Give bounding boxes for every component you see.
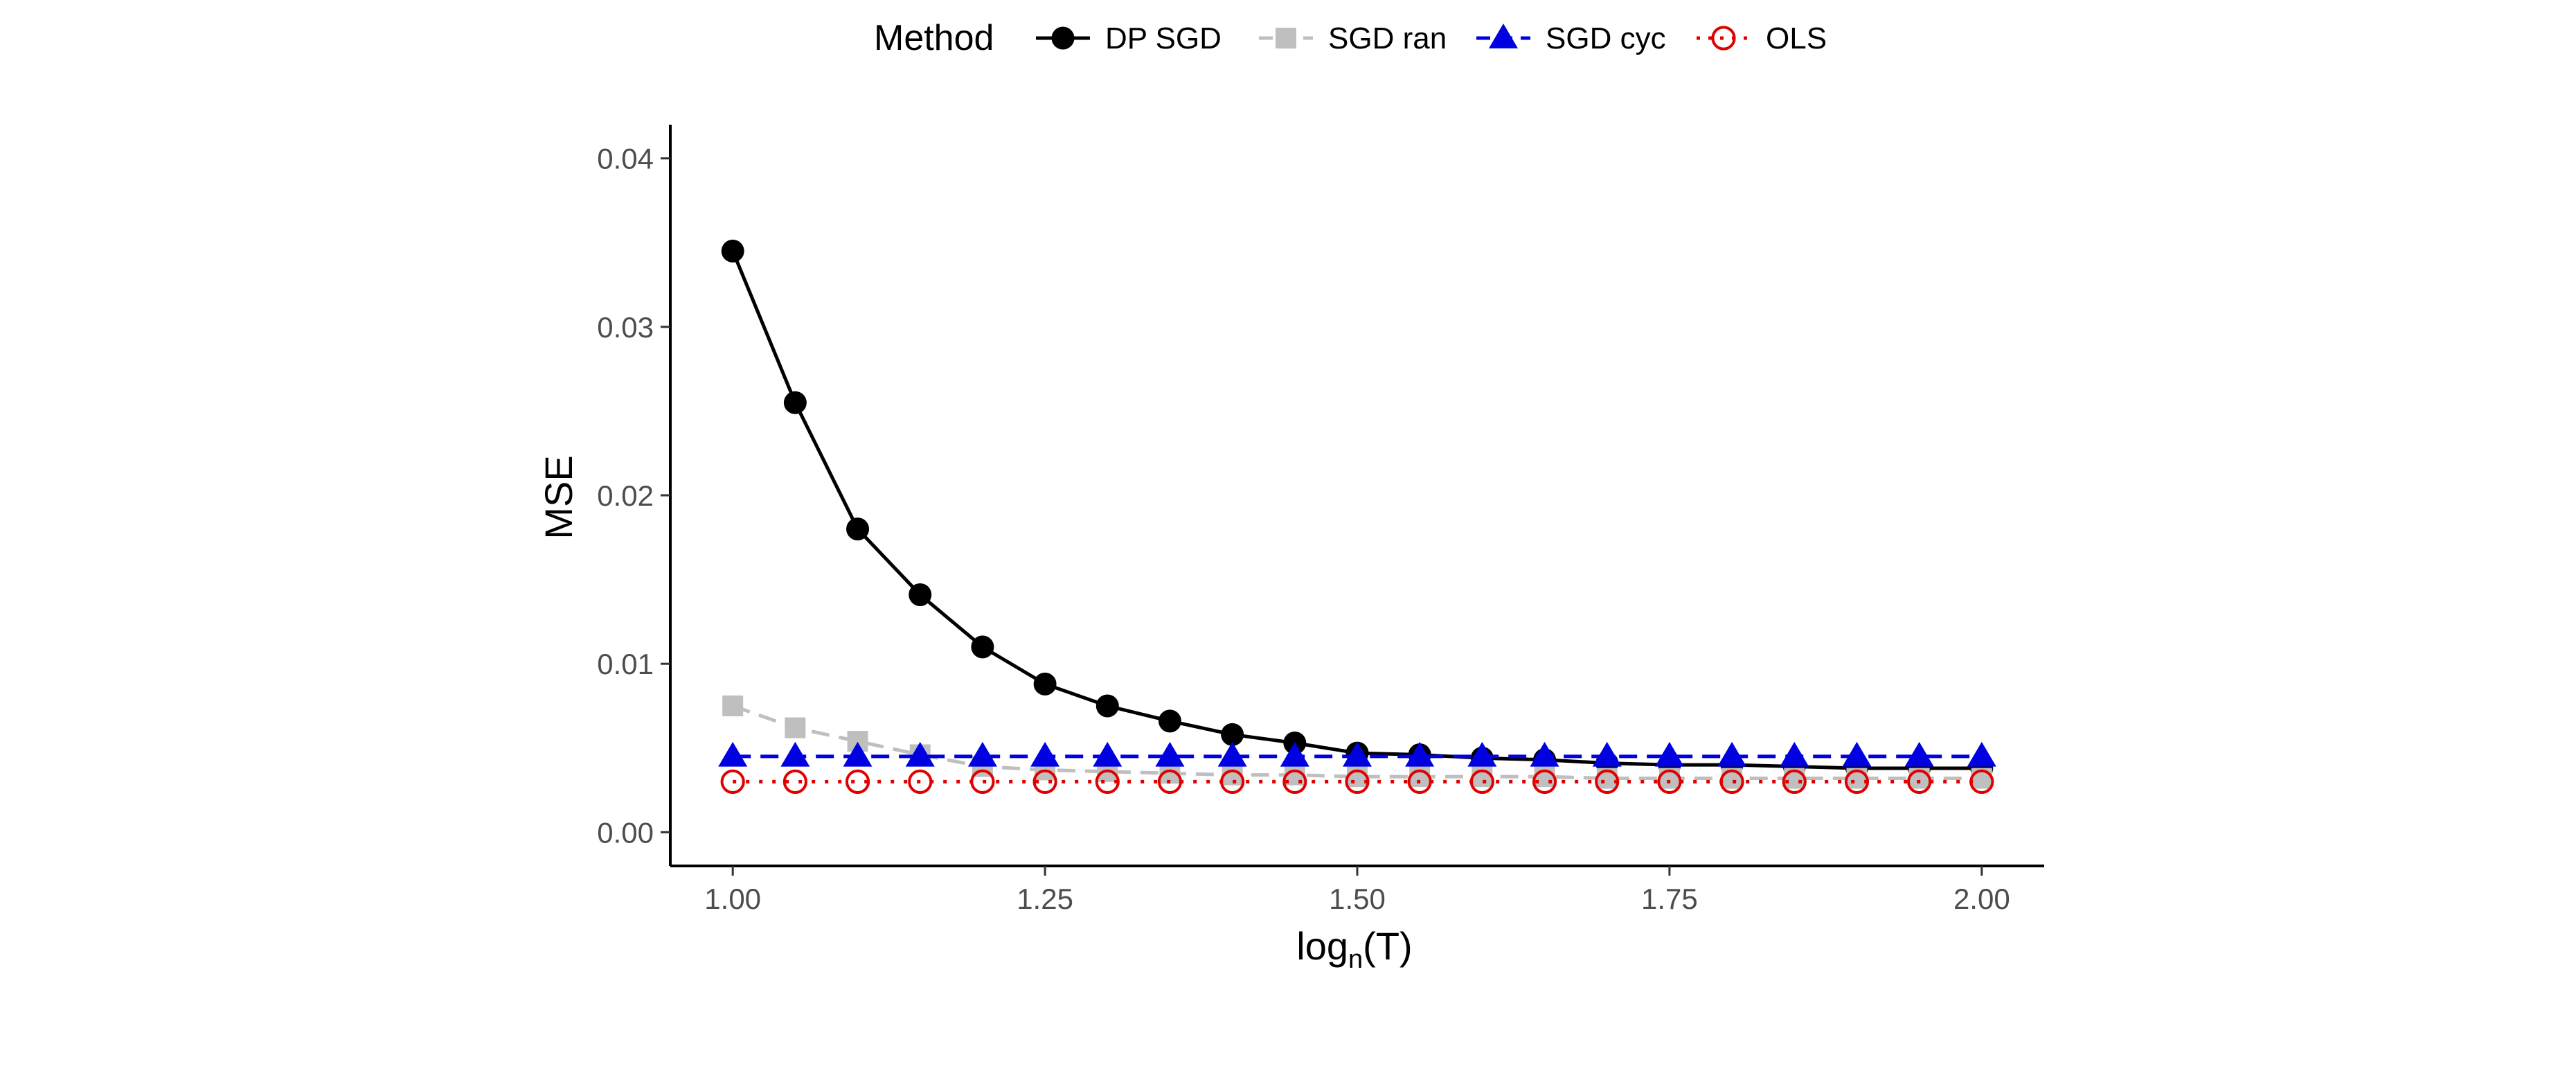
- data-point: [970, 769, 995, 795]
- data-point: [1033, 672, 1057, 696]
- x-axis-title-tail: (T): [1363, 924, 1413, 968]
- data-point: [722, 695, 744, 716]
- legend-label: SGD ran: [1328, 21, 1447, 55]
- data-point: [1654, 741, 1684, 767]
- data-point: [718, 741, 748, 767]
- series-layer: [718, 239, 1996, 795]
- x-axis-title: logn(T): [1296, 924, 1412, 974]
- x-tick-label: 1.25: [1017, 883, 1073, 915]
- data-point: [1530, 741, 1559, 767]
- data-point: [1095, 769, 1120, 795]
- data-point: [1032, 769, 1057, 795]
- data-point: [783, 391, 807, 414]
- data-point: [1280, 741, 1309, 767]
- x-tick-label: 1.75: [1641, 883, 1698, 915]
- x-tick-label: 2.00: [1953, 883, 2010, 915]
- data-point: [908, 769, 933, 795]
- data-point: [1407, 769, 1432, 795]
- y-axis-title: MSE: [537, 455, 580, 539]
- legend-item: DP SGD: [1036, 21, 1222, 55]
- plot-area: 1.00 1.25 1.50 1.75 2.00 0.000.010.020.030.0…: [597, 125, 2044, 915]
- data-point: [1782, 769, 1807, 795]
- data-point: [1030, 741, 1060, 767]
- series-ols: [720, 769, 1994, 795]
- legend-label: OLS: [1766, 21, 1827, 55]
- data-point: [1405, 741, 1435, 767]
- legend-key-marker: [1489, 24, 1518, 48]
- legend-item: SGD ran: [1259, 21, 1447, 55]
- data-point: [1969, 769, 1994, 795]
- data-point: [843, 741, 873, 767]
- data-point: [1409, 766, 1431, 788]
- data-point: [1534, 766, 1555, 788]
- legend-title: Method: [874, 18, 994, 58]
- legend-item: SGD cyc: [1476, 21, 1666, 55]
- data-point: [1343, 741, 1372, 767]
- data-point: [780, 741, 810, 767]
- data-point: [785, 717, 806, 738]
- y-tick-label: 0.04: [597, 143, 654, 175]
- data-point: [1282, 769, 1307, 795]
- data-point: [1093, 741, 1122, 767]
- y-tick-label: 0.00: [597, 816, 654, 849]
- data-point: [1469, 769, 1494, 795]
- x-axis-title-base: log: [1296, 924, 1348, 968]
- data-point: [1347, 766, 1368, 788]
- data-point: [1217, 741, 1247, 767]
- series-line: [731, 250, 1982, 770]
- data-point: [1220, 769, 1245, 795]
- legend-key-marker: [1711, 26, 1736, 51]
- data-point: [967, 741, 997, 767]
- y-tick-label: 0.01: [597, 648, 654, 680]
- data-point: [720, 769, 745, 795]
- data-point: [1844, 769, 1870, 795]
- data-point: [1842, 741, 1872, 767]
- x-tick-label: 1.50: [1329, 883, 1386, 915]
- y-tick-label: 0.03: [597, 311, 654, 344]
- data-point: [1472, 766, 1493, 788]
- series-dp-sgd: [721, 239, 1994, 780]
- data-point: [846, 517, 870, 541]
- legend-item: OLS: [1697, 21, 1827, 55]
- data-point: [1967, 741, 1996, 767]
- y-axis-ticks: 0.00 0.01 0.02 0.03 0.04: [597, 143, 670, 849]
- data-point: [1719, 769, 1744, 795]
- data-point: [1221, 723, 1244, 746]
- legend: Method DP SGD SGD ran SGD cyc OLS: [874, 18, 1827, 58]
- data-point: [1157, 769, 1183, 795]
- data-point: [1595, 769, 1620, 795]
- data-point: [721, 239, 744, 263]
- legend-label: DP SGD: [1105, 21, 1222, 55]
- data-point: [1158, 709, 1181, 733]
- x-tick-label: 1.00: [704, 883, 761, 915]
- data-point: [1592, 741, 1622, 767]
- data-point: [1095, 694, 1119, 718]
- data-point: [1904, 741, 1934, 767]
- data-point: [971, 635, 994, 659]
- data-point: [905, 741, 935, 767]
- legend-label: SGD cyc: [1546, 21, 1666, 55]
- legend-key-marker: [1276, 28, 1296, 48]
- data-point: [1155, 741, 1185, 767]
- data-point: [782, 769, 807, 795]
- data-point: [1717, 741, 1747, 767]
- data-point: [1345, 769, 1370, 795]
- y-tick-label: 0.02: [597, 479, 654, 512]
- data-point: [1780, 741, 1809, 767]
- data-point: [1907, 769, 1932, 795]
- series-sgd-cyc: [718, 741, 1996, 767]
- data-point: [1467, 741, 1497, 767]
- x-axis-title-subscript: n: [1348, 945, 1363, 974]
- legend-key-marker: [1051, 26, 1075, 50]
- data-point: [1657, 769, 1682, 795]
- x-axis-ticks: 1.00 1.25 1.50 1.75 2.00: [704, 866, 2010, 915]
- data-point: [845, 769, 870, 795]
- data-point: [909, 583, 932, 606]
- data-point: [1532, 769, 1557, 795]
